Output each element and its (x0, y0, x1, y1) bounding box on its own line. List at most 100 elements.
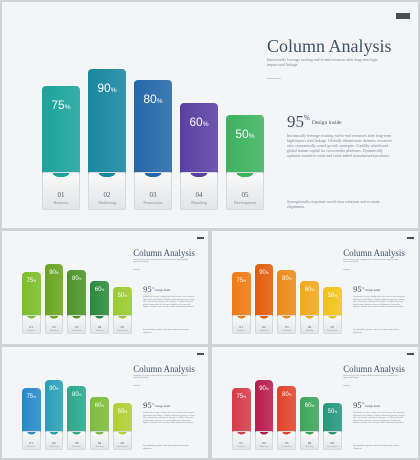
category-card: 04 Branding (180, 172, 218, 210)
highlight-suffix: % (361, 401, 365, 406)
slide-number-tag (407, 236, 414, 240)
category-number: 02 (262, 441, 266, 446)
category-card: 04 Branding (300, 431, 319, 450)
bar-value: 60 (304, 402, 312, 409)
category-label: Development (326, 329, 338, 332)
slide-variant-blue: Column Analysis Interactively leverage ex… (2, 347, 208, 458)
bar-value-suffix: % (156, 98, 163, 105)
bar-value: 60 (189, 115, 203, 129)
bar-value-suffix: % (265, 270, 269, 275)
card-notch (255, 316, 273, 321)
bar-value-suffix: % (311, 287, 315, 292)
body-paragraph: Intrinsically leverage existing end-to-e… (143, 412, 195, 425)
card-notch (181, 173, 217, 182)
bar-value-label: 80% (277, 392, 296, 398)
category-card: 01 Business (21, 431, 41, 450)
bar-value-suffix: % (334, 409, 338, 414)
highlight-value: 95 (287, 112, 304, 131)
slide-variant-red: Column Analysis Interactively leverage ex… (212, 347, 418, 458)
column-bar: 80% (67, 385, 87, 436)
column-bar: 80% (277, 269, 297, 320)
column-bar: 80% (134, 80, 172, 180)
category-label: Business (237, 445, 245, 448)
category-number: 03 (149, 191, 157, 199)
category-card: 02 Marketing (44, 431, 64, 450)
column-bar: 60% (300, 397, 319, 436)
highlight-label: Design inside (155, 289, 171, 293)
category-card: 03 Promotions (134, 172, 172, 210)
category-number: 03 (285, 441, 289, 446)
bar-value-label: 90% (255, 270, 274, 276)
card-notch (301, 316, 318, 321)
highlight-value: 95 (353, 285, 362, 295)
category-card: 02 Marketing (88, 172, 126, 210)
category-number: 05 (330, 325, 335, 330)
card-notch (22, 316, 40, 321)
highlight-label: Design inside (311, 120, 342, 127)
bar-value-label: 60% (90, 403, 109, 409)
column-bar: 90% (88, 68, 126, 180)
bar-value: 60 (304, 286, 312, 293)
slide-number-tag (407, 352, 414, 356)
card-notch (255, 432, 273, 437)
bar-value-label: 90% (45, 270, 64, 276)
category-label: Promotions (282, 329, 292, 332)
column-bar: 75% (21, 272, 41, 320)
slide-subtitle: Interactively leverage existing end-to-e… (133, 258, 189, 264)
highlight-label: Design inside (365, 405, 381, 409)
bar-value-suffix: % (248, 132, 255, 140)
bar-value: 75 (236, 394, 244, 401)
category-number: 04 (97, 441, 102, 446)
category-label: Branding (305, 329, 314, 332)
bar-value: 50 (327, 292, 335, 299)
bar-value-label: 80% (67, 392, 86, 398)
category-number: 01 (29, 441, 33, 446)
category-label: Branding (95, 445, 104, 448)
card-notch (45, 316, 63, 321)
category-card: 02 Marketing (44, 315, 64, 334)
category-label: Business (27, 329, 35, 332)
column-bar: 80% (277, 385, 297, 436)
bar-value-label: 75% (232, 394, 251, 400)
bar-value-label: 90% (45, 386, 64, 392)
bar-value: 90 (259, 385, 266, 392)
bar-value: 50 (117, 408, 125, 415)
bar-value-suffix: % (334, 293, 338, 298)
bar-value-label: 75% (42, 98, 80, 112)
slide-main: Column Analysis Interactively leverage ex… (2, 2, 418, 228)
category-card: 01 Business (231, 431, 251, 450)
card-notch (323, 432, 341, 437)
category-number: 04 (307, 441, 312, 446)
category-label: Development (326, 445, 338, 448)
footer-paragraph: Synergistically negotiate world class so… (143, 445, 189, 450)
bar-value-label: 80% (67, 276, 86, 282)
highlight-suffix: % (151, 401, 155, 406)
category-card: 04 Branding (90, 315, 109, 334)
bar-value-suffix: % (243, 395, 246, 400)
card-notch (301, 432, 318, 437)
bar-value: 90 (49, 269, 56, 276)
bar-value: 80 (72, 391, 79, 398)
category-label: Promotions (72, 445, 82, 448)
body-paragraph: Intrinsically leverage existing end-to-e… (287, 134, 392, 159)
slide-number-tag (396, 13, 410, 19)
title-divider (343, 268, 351, 270)
highlight-stat: 95%Design inside (143, 285, 170, 294)
title-divider (133, 384, 141, 386)
column-bar: 90% (44, 263, 64, 320)
bar-value: 90 (259, 269, 266, 276)
bar-value-label: 50% (323, 293, 342, 299)
bar-value-label: 90% (88, 81, 126, 95)
category-number: 01 (239, 325, 243, 330)
bar-value-suffix: % (288, 392, 292, 397)
highlight-stat: 95%Design inside (287, 112, 342, 132)
footer-paragraph: Synergistically negotiate world class so… (143, 329, 189, 334)
footer-paragraph: Synergistically negotiate world class so… (353, 445, 399, 450)
category-label: Marketing (98, 200, 116, 205)
column-bar: 90% (44, 379, 64, 436)
slide-subtitle: Interactively leverage existing end-to-e… (133, 374, 189, 380)
category-number: 01 (29, 325, 33, 330)
card-notch (91, 432, 108, 437)
category-card: 03 Promotions (67, 315, 87, 334)
category-card: 03 Promotions (67, 431, 87, 450)
